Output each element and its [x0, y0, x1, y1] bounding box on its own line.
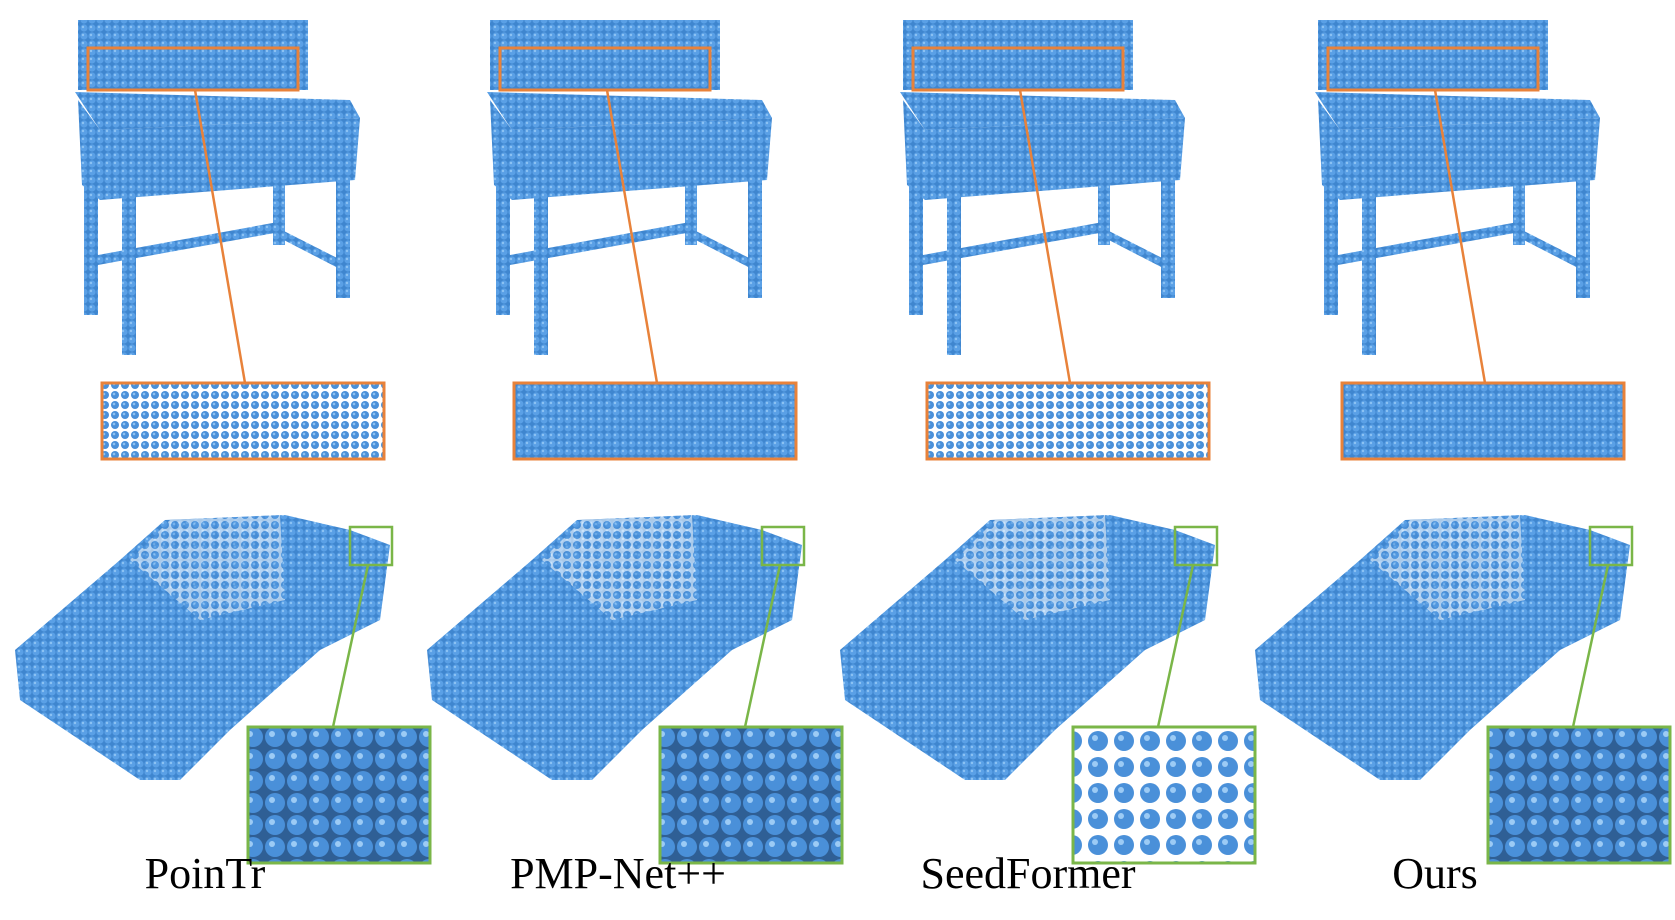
desk-zoom-connector	[193, 89, 247, 384]
desk-top	[487, 92, 772, 130]
desk-zoom-region	[86, 46, 300, 92]
desk-crossbar	[98, 222, 280, 265]
desk-leg	[1362, 195, 1376, 355]
desk-backboard	[490, 20, 720, 90]
desk-panel-pmp-net	[487, 20, 798, 461]
desk-top	[1315, 92, 1600, 130]
car-zoom-connector	[1571, 564, 1610, 728]
desk-side	[1318, 100, 1340, 200]
desk-side	[490, 100, 512, 200]
desk-crossbar	[1516, 228, 1585, 270]
desk-zoom-connector	[605, 89, 659, 384]
desk-leg	[122, 195, 136, 355]
car-zoom-region	[760, 525, 806, 567]
desk-crossbar	[688, 228, 757, 270]
desk-leg	[534, 195, 548, 355]
car-panel-seedformer	[840, 515, 1257, 865]
desk-crossbar	[923, 222, 1105, 265]
car-zoom-region	[1173, 525, 1219, 567]
desk-backboard	[903, 20, 1133, 90]
desk-row	[75, 20, 1626, 461]
desk-panel-ours	[1315, 20, 1626, 461]
caption-pmp-net: PMP-Net++	[510, 849, 726, 898]
desk-leg	[947, 195, 961, 355]
desk-front	[512, 118, 772, 200]
car-cabin	[130, 515, 285, 620]
desk-zoom-region	[911, 46, 1125, 92]
desk-zoom-inset	[512, 381, 798, 461]
car-zoom-connector	[743, 564, 782, 728]
desk-leg	[1161, 178, 1175, 298]
desk-leg	[909, 185, 923, 315]
desk-leg	[336, 178, 350, 298]
caption-ours: Ours	[1392, 849, 1478, 898]
car-zoom-region	[1588, 525, 1634, 567]
car-body	[427, 515, 802, 780]
desk-front	[925, 118, 1185, 200]
desk-front	[100, 118, 360, 200]
car-zoom-connector	[1156, 564, 1195, 728]
car-body	[1255, 515, 1630, 780]
car-zoom-inset	[658, 725, 844, 865]
desk-front	[1340, 118, 1600, 200]
car-zoom-inset	[1071, 725, 1257, 865]
car-body	[15, 515, 390, 780]
desk-panel-pointr	[75, 20, 386, 461]
car-panel-pointr	[15, 515, 432, 865]
desk-side	[903, 100, 925, 200]
desk-zoom-inset	[100, 381, 386, 461]
desk-crossbar	[510, 222, 692, 265]
desk-leg	[496, 185, 510, 315]
desk-backboard	[1318, 20, 1548, 90]
desk-leg	[1324, 185, 1338, 315]
car-body	[840, 515, 1215, 780]
desk-zoom-region	[498, 46, 712, 92]
desk-zoom-connector	[1433, 89, 1487, 384]
desk-leg	[1576, 178, 1590, 298]
desk-crossbar	[1101, 228, 1170, 270]
desk-zoom-connector	[1018, 89, 1072, 384]
caption-pointr: PoinTr	[144, 849, 266, 898]
desk-panel-seedformer	[900, 20, 1211, 461]
desk-crossbar	[1338, 222, 1520, 265]
car-cabin	[1370, 515, 1525, 620]
desk-side	[78, 100, 100, 200]
car-cabin	[542, 515, 697, 620]
car-zoom-connector	[331, 564, 370, 728]
desk-top	[900, 92, 1185, 130]
desk-leg	[748, 178, 762, 298]
desk-backboard	[78, 20, 308, 90]
car-zoom-region	[348, 525, 394, 567]
caption-seedformer: SeedFormer	[920, 849, 1136, 898]
desk-top	[75, 92, 360, 130]
desk-zoom-inset	[925, 381, 1211, 461]
car-zoom-inset	[1486, 725, 1672, 865]
car-panel-ours	[1255, 515, 1672, 865]
car-row	[15, 515, 1672, 865]
car-zoom-inset	[246, 725, 432, 865]
car-cabin	[955, 515, 1110, 620]
desk-zoom-inset	[1340, 381, 1626, 461]
desk-zoom-region	[1326, 46, 1540, 92]
desk-leg	[84, 185, 98, 315]
desk-crossbar	[276, 228, 345, 270]
car-panel-pmp-net	[427, 515, 844, 865]
